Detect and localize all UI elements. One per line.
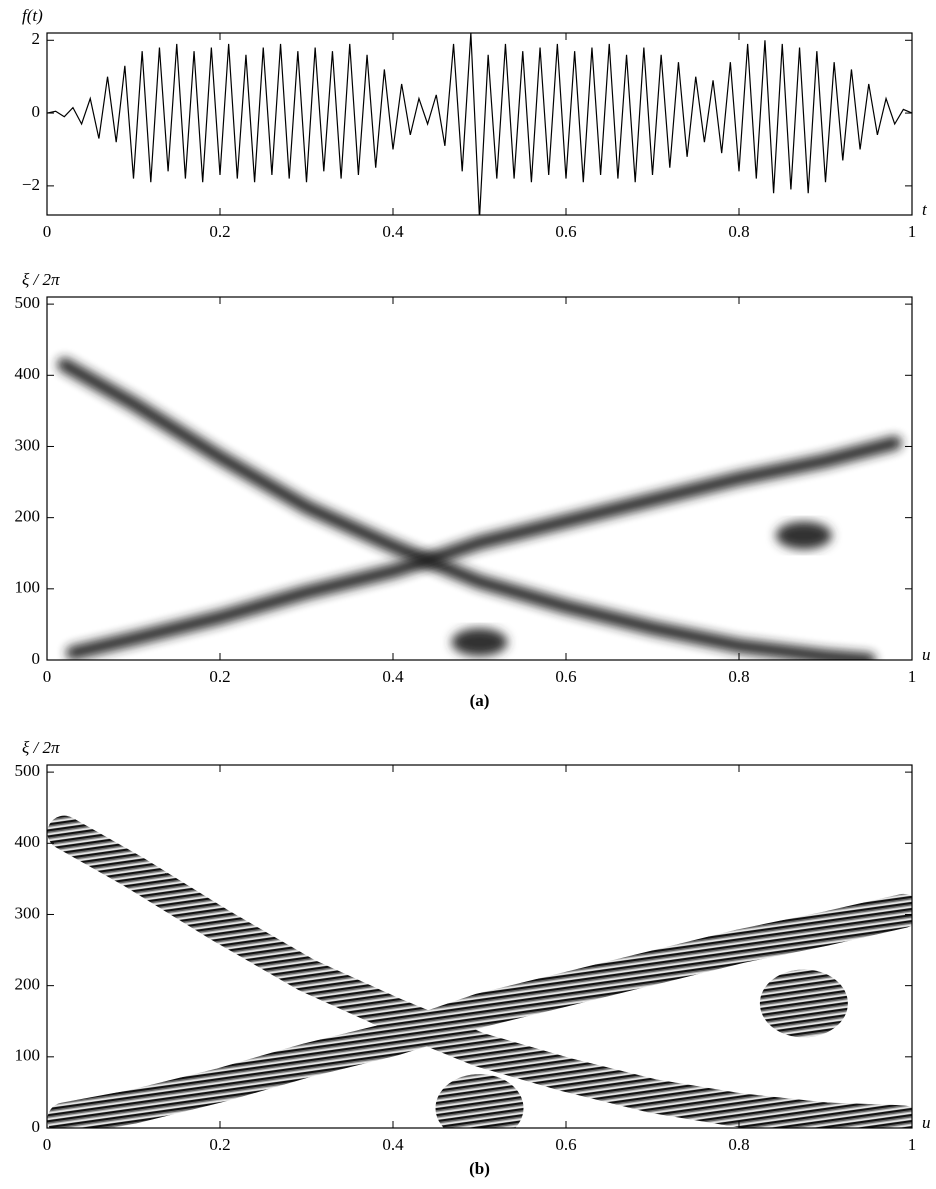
x-tick-label: 0 bbox=[43, 1135, 52, 1154]
y-tick-label: −2 bbox=[22, 175, 40, 194]
x-tick-label: 0.6 bbox=[555, 667, 576, 686]
x-tick-label: 0 bbox=[43, 667, 52, 686]
x-tick-label: 0.6 bbox=[555, 1135, 576, 1154]
x-axis-label: t bbox=[922, 200, 928, 219]
y-tick-label: 2 bbox=[32, 29, 41, 48]
y-tick-label: 200 bbox=[15, 507, 41, 526]
x-tick-label: 0 bbox=[43, 222, 52, 241]
y-axis-label: ξ / 2π bbox=[22, 270, 60, 289]
ridge bbox=[47, 893, 912, 1128]
x-tick-label: 0.2 bbox=[209, 667, 230, 686]
y-tick-label: 100 bbox=[15, 578, 41, 597]
y-tick-label: 0 bbox=[32, 649, 41, 668]
axes-frame bbox=[46, 764, 913, 1129]
ridge bbox=[47, 815, 912, 1128]
plot-area bbox=[47, 33, 912, 215]
caption: (a) bbox=[470, 691, 490, 710]
y-tick-label: 0 bbox=[32, 1117, 41, 1136]
axes-frame bbox=[46, 296, 913, 661]
x-tick-label: 0.8 bbox=[728, 1135, 749, 1154]
x-tick-label: 0.6 bbox=[555, 222, 576, 241]
x-tick-label: 1 bbox=[908, 667, 917, 686]
ridge bbox=[57, 357, 876, 660]
y-tick-label: 300 bbox=[15, 903, 41, 922]
x-tick-label: 0.8 bbox=[728, 222, 749, 241]
signal-line bbox=[47, 33, 912, 215]
plot-area bbox=[47, 815, 912, 1128]
y-tick-label: 200 bbox=[15, 975, 41, 994]
x-tick-label: 0.4 bbox=[382, 1135, 404, 1154]
y-tick-label: 0 bbox=[32, 102, 41, 121]
plot-area bbox=[57, 357, 902, 660]
x-axis-label: u bbox=[922, 1113, 931, 1132]
y-axis-label: ξ / 2π bbox=[22, 738, 60, 757]
axes-frame bbox=[46, 32, 913, 216]
x-tick-label: 0.4 bbox=[382, 667, 404, 686]
x-tick-label: 0.2 bbox=[209, 1135, 230, 1154]
y-tick-label: 400 bbox=[15, 832, 41, 851]
y-tick-label: 300 bbox=[15, 435, 41, 454]
x-tick-label: 0.2 bbox=[209, 222, 230, 241]
x-axis-label: u bbox=[922, 645, 931, 664]
y-tick-label: 500 bbox=[15, 293, 41, 312]
ridge bbox=[65, 435, 902, 660]
blob bbox=[759, 969, 848, 1038]
y-tick-label: 400 bbox=[15, 364, 41, 383]
y-axis-label: f(t) bbox=[22, 6, 43, 25]
blob bbox=[451, 628, 508, 657]
x-tick-label: 1 bbox=[908, 222, 917, 241]
caption: (b) bbox=[469, 1159, 490, 1178]
x-tick-label: 1 bbox=[908, 1135, 917, 1154]
y-tick-label: 500 bbox=[15, 761, 41, 780]
blob bbox=[775, 521, 832, 550]
x-tick-label: 0.8 bbox=[728, 667, 749, 686]
x-tick-label: 0.4 bbox=[382, 222, 404, 241]
blob bbox=[435, 1074, 524, 1128]
y-tick-label: 100 bbox=[15, 1046, 41, 1065]
